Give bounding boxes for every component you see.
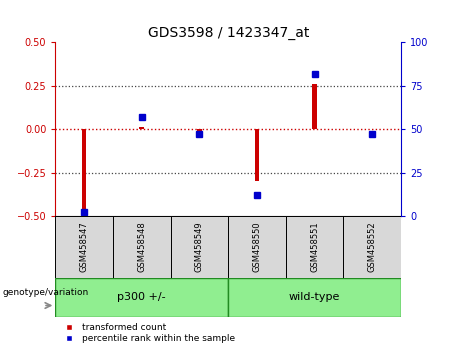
Bar xyxy=(254,129,259,181)
Text: GSM458548: GSM458548 xyxy=(137,221,146,272)
Text: GSM458549: GSM458549 xyxy=(195,221,204,272)
Bar xyxy=(228,278,401,317)
Bar xyxy=(313,84,317,129)
Bar xyxy=(55,278,228,317)
Text: GSM458552: GSM458552 xyxy=(368,221,377,272)
Bar xyxy=(197,129,202,133)
Bar xyxy=(139,127,144,129)
Text: GSM458550: GSM458550 xyxy=(253,221,261,272)
Bar xyxy=(82,129,86,216)
Legend: transformed count, percentile rank within the sample: transformed count, percentile rank withi… xyxy=(60,323,235,343)
Bar xyxy=(55,216,113,278)
Text: genotype/variation: genotype/variation xyxy=(3,288,89,297)
Text: p300 +/-: p300 +/- xyxy=(118,292,166,302)
Text: GSM458551: GSM458551 xyxy=(310,221,319,272)
Bar xyxy=(343,216,401,278)
Bar xyxy=(113,216,171,278)
Bar xyxy=(286,216,343,278)
Bar xyxy=(171,216,228,278)
Text: GSM458547: GSM458547 xyxy=(80,221,89,272)
Bar xyxy=(228,216,286,278)
Text: wild-type: wild-type xyxy=(289,292,340,302)
Title: GDS3598 / 1423347_at: GDS3598 / 1423347_at xyxy=(148,26,309,40)
